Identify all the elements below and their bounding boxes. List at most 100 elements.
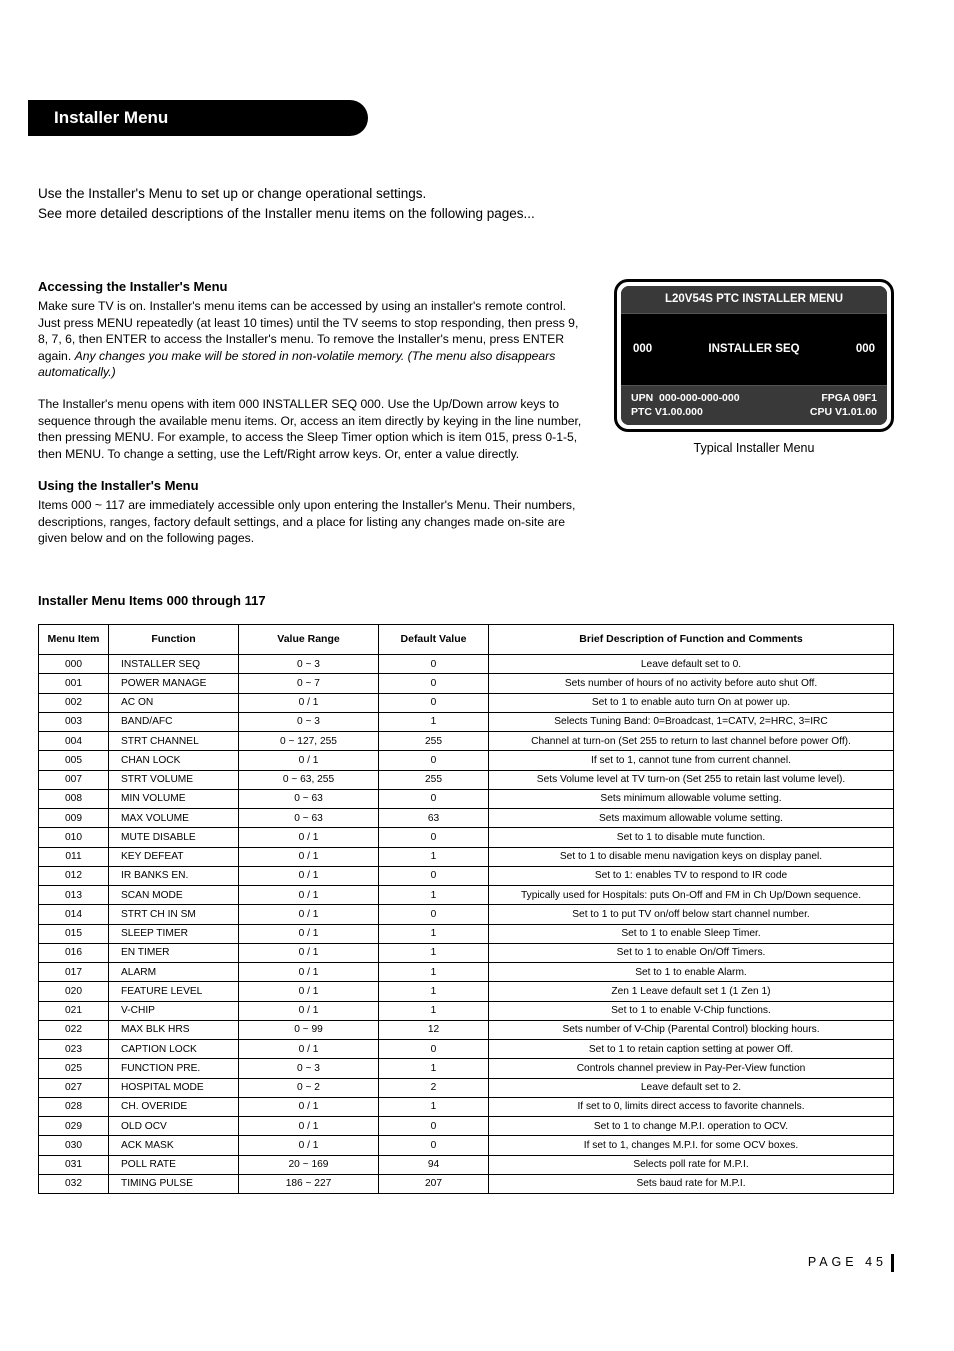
table-cell: 0 / 1 [239,924,379,943]
table-cell: 032 [39,1174,109,1193]
table-cell: 186 ~ 227 [239,1174,379,1193]
table-cell: 027 [39,1078,109,1097]
table-row: 012IR BANKS EN.0 / 10Set to 1: enables T… [39,866,894,885]
th-def: Default Value [379,624,489,655]
table-cell: 0 / 1 [239,1097,379,1116]
table-cell: OLD OCV [109,1117,239,1136]
menu-preview-panel: L20V54S PTC INSTALLER MENU 000 INSTALLER… [614,279,894,562]
table-cell: 0 [379,693,489,712]
table-cell: MAX VOLUME [109,809,239,828]
table-cell: 0 / 1 [239,1117,379,1136]
table-cell: 0 ~ 63 [239,809,379,828]
table-cell: Set to 1 to disable menu navigation keys… [489,847,894,866]
table-cell: Set to 1 to enable Sleep Timer. [489,924,894,943]
access-p1: Make sure TV is on. Installer's menu ite… [38,298,584,380]
table-cell: 003 [39,712,109,731]
table-cell: 028 [39,1097,109,1116]
left-column: Accessing the Installer's Menu Make sure… [38,279,584,562]
table-cell: 0 / 1 [239,982,379,1001]
table-cell: 0 [379,789,489,808]
table-cell: 007 [39,770,109,789]
table-cell: EN TIMER [109,943,239,962]
table-row: 002AC ON0 / 10Set to 1 to enable auto tu… [39,693,894,712]
table-cell: 12 [379,1020,489,1039]
table-cell: 020 [39,982,109,1001]
table-cell: If set to 1, cannot tune from current ch… [489,751,894,770]
page-header-bar: Installer Menu [28,100,368,136]
table-cell: FUNCTION PRE. [109,1059,239,1078]
table-cell: Set to 1 to change M.P.I. operation to O… [489,1117,894,1136]
menu-box-mid: 000 INSTALLER SEQ 000 [621,314,887,385]
table-cell: 0 [379,1040,489,1059]
table-cell: 1 [379,982,489,1001]
using-p1: Items 000 ~ 117 are immediately accessib… [38,497,584,546]
table-cell: 0 ~ 99 [239,1020,379,1039]
table-cell: Set to 1: enables TV to respond to IR co… [489,866,894,885]
th-func: Function [109,624,239,655]
table-cell: Zen 1 Leave default set 1 (1 Zen 1) [489,982,894,1001]
table-cell: 016 [39,943,109,962]
table-cell: 029 [39,1117,109,1136]
th-desc: Brief Description of Function and Commen… [489,624,894,655]
menu-upn-label: UPN [631,392,653,404]
table-cell: 000 [39,655,109,674]
intro-line1: Use the Installer's Menu to set up or ch… [38,184,894,204]
table-cell: 023 [39,1040,109,1059]
table-row: 023CAPTION LOCK0 / 10Set to 1 to retain … [39,1040,894,1059]
table-cell: 0 ~ 63, 255 [239,770,379,789]
menu-box-mid-left: 000 [633,342,652,357]
table-cell: 207 [379,1174,489,1193]
menu-box-title: L20V54S PTC INSTALLER MENU [621,286,887,314]
table-cell: POLL RATE [109,1155,239,1174]
table-cell: 015 [39,924,109,943]
access-title: Accessing the Installer's Menu [38,279,584,296]
table-cell: Leave default set to 2. [489,1078,894,1097]
table-cell: If set to 1, changes M.P.I. for some OCV… [489,1136,894,1155]
table-row: 004STRT CHANNEL0 ~ 127, 255255Channel at… [39,732,894,751]
table-cell: V-CHIP [109,1001,239,1020]
table-cell: 0 / 1 [239,751,379,770]
table-cell: Sets minimum allowable volume setting. [489,789,894,808]
table-cell: 0 / 1 [239,905,379,924]
table-row: 032TIMING PULSE186 ~ 227207Sets baud rat… [39,1174,894,1193]
table-cell: 20 ~ 169 [239,1155,379,1174]
table-row: 005CHAN LOCK0 / 10If set to 1, cannot tu… [39,751,894,770]
table-cell: MIN VOLUME [109,789,239,808]
using-title: Using the Installer's Menu [38,478,584,495]
menu-box-mid-center: INSTALLER SEQ [708,342,799,357]
menu-caption: Typical Installer Menu [614,440,894,456]
table-cell: 030 [39,1136,109,1155]
table-cell: FEATURE LEVEL [109,982,239,1001]
table-cell: 0 / 1 [239,963,379,982]
table-cell: MAX BLK HRS [109,1020,239,1039]
table-row: 031POLL RATE20 ~ 16994Selects poll rate … [39,1155,894,1174]
table-cell: 025 [39,1059,109,1078]
table-row: 001POWER MANAGE0 ~ 70Sets number of hour… [39,674,894,693]
table-cell: 008 [39,789,109,808]
menu-box-mid-right: 000 [856,342,875,357]
table-cell: Sets Volume level at TV turn-on (Set 255… [489,770,894,789]
table-row: 025FUNCTION PRE.0 ~ 31Controls channel p… [39,1059,894,1078]
table-row: 028CH. OVERIDE0 / 11If set to 0, limits … [39,1097,894,1116]
table-heading: Installer Menu Items 000 through 117 [38,593,894,610]
table-cell: 0 [379,1136,489,1155]
table-cell: 014 [39,905,109,924]
table-cell: STRT CHANNEL [109,732,239,751]
table-cell: 1 [379,1097,489,1116]
table-cell: Set to 1 to retain caption setting at po… [489,1040,894,1059]
table-cell: 0 ~ 3 [239,655,379,674]
table-cell: SLEEP TIMER [109,924,239,943]
intro-line2: See more detailed descriptions of the In… [38,204,894,224]
table-cell: 0 ~ 63 [239,789,379,808]
table-cell: 0 ~ 7 [239,674,379,693]
table-cell: 63 [379,809,489,828]
table-cell: 0 / 1 [239,693,379,712]
table-cell: Set to 1 to enable auto turn On at power… [489,693,894,712]
table-cell: 002 [39,693,109,712]
table-cell: POWER MANAGE [109,674,239,693]
table-cell: CHAN LOCK [109,751,239,770]
table-row: 022MAX BLK HRS0 ~ 9912Sets number of V-C… [39,1020,894,1039]
table-cell: ACK MASK [109,1136,239,1155]
table-row: 015SLEEP TIMER0 / 11Set to 1 to enable S… [39,924,894,943]
installer-menu-table: Menu Item Function Value Range Default V… [38,624,894,1195]
